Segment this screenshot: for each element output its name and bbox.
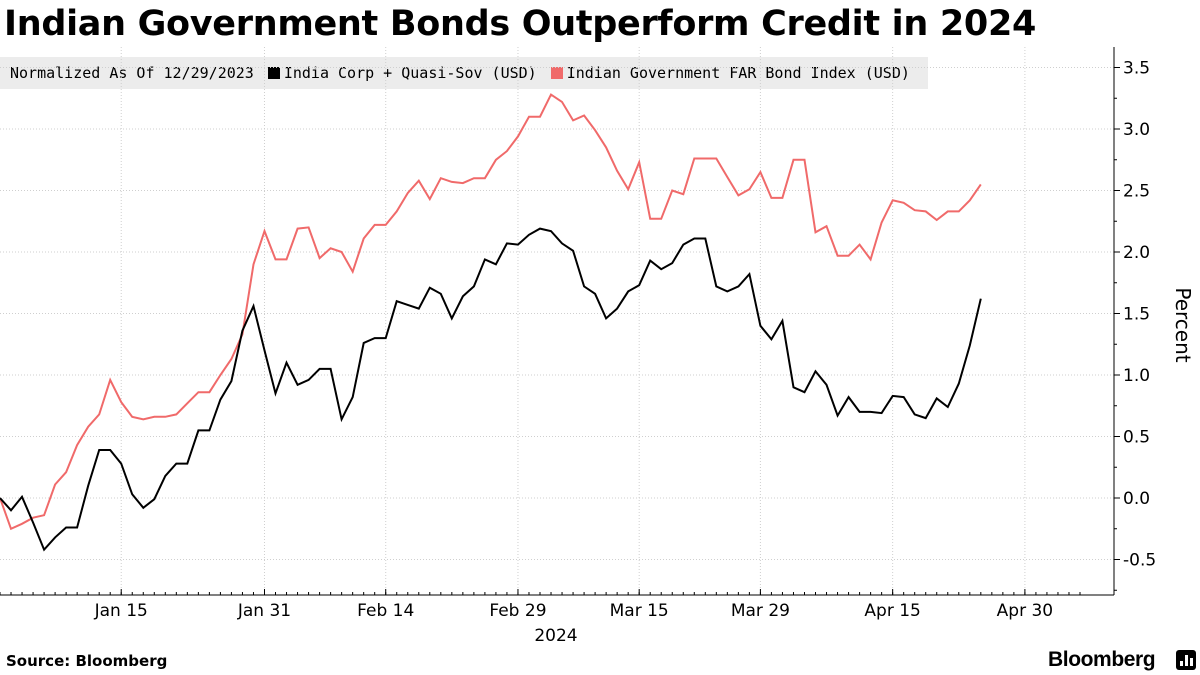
legend: Normalized As Of 12/29/2023 India Corp +… bbox=[0, 57, 928, 89]
x-year-label: 2024 bbox=[534, 626, 577, 646]
y-axis: -0.5 0.0 0.5 1.0 1.5 2.0 2.5 3.0 3.5 bbox=[1113, 47, 1156, 595]
y-tick-label: 1.0 bbox=[1123, 366, 1150, 386]
y-tick-label: 2.5 bbox=[1123, 182, 1150, 202]
y-tick-label: 1.5 bbox=[1123, 305, 1150, 325]
x-tick-label: Feb 29 bbox=[489, 601, 546, 621]
series-line-corp bbox=[0, 227, 982, 552]
y-tick-label: 3.0 bbox=[1123, 120, 1150, 140]
x-axis: Jan 15 Jan 31 Feb 14 Feb 29 Mar 15 Mar 29 Apr … bbox=[0, 589, 1114, 621]
source-note: Source: Bloomberg bbox=[6, 652, 168, 670]
series-line-gov bbox=[0, 93, 982, 531]
y-tick-label: 3.5 bbox=[1123, 59, 1150, 79]
y-tick-label: 0.5 bbox=[1123, 428, 1150, 448]
legend-swatch-corp bbox=[267, 67, 280, 79]
series-lines bbox=[0, 93, 982, 552]
chart-title: Indian Government Bonds Outperform Credi… bbox=[4, 4, 1037, 44]
x-tick-label: Jan 15 bbox=[94, 601, 148, 621]
bloomberg-chart-icon bbox=[1176, 650, 1196, 670]
legend-swatch-gov bbox=[550, 67, 563, 79]
legend-item-gov: Indian Government FAR Bond Index (USD) bbox=[550, 64, 910, 82]
y-axis-label: Percent bbox=[1171, 287, 1195, 362]
legend-item-corp: India Corp + Quasi-Sov (USD) bbox=[267, 64, 537, 82]
brand-logo: Bloomberg bbox=[1048, 648, 1156, 671]
x-tick-label: Apr 30 bbox=[997, 601, 1053, 621]
x-tick-label: Feb 14 bbox=[357, 601, 414, 621]
gridlines bbox=[0, 47, 1114, 595]
legend-label-gov: Indian Government FAR Bond Index (USD) bbox=[566, 64, 910, 82]
legend-label-corp: India Corp + Quasi-Sov (USD) bbox=[283, 64, 537, 82]
x-tick-label: Jan 31 bbox=[237, 601, 291, 621]
x-tick-label: Apr 15 bbox=[864, 601, 920, 621]
y-tick-label: 2.0 bbox=[1123, 243, 1150, 263]
x-tick-label: Mar 15 bbox=[610, 601, 669, 621]
legend-note: Normalized As Of 12/29/2023 bbox=[10, 64, 254, 82]
y-tick-label: 0.0 bbox=[1123, 489, 1150, 509]
x-tick-label: Mar 29 bbox=[731, 601, 790, 621]
y-tick-label: -0.5 bbox=[1123, 551, 1156, 571]
